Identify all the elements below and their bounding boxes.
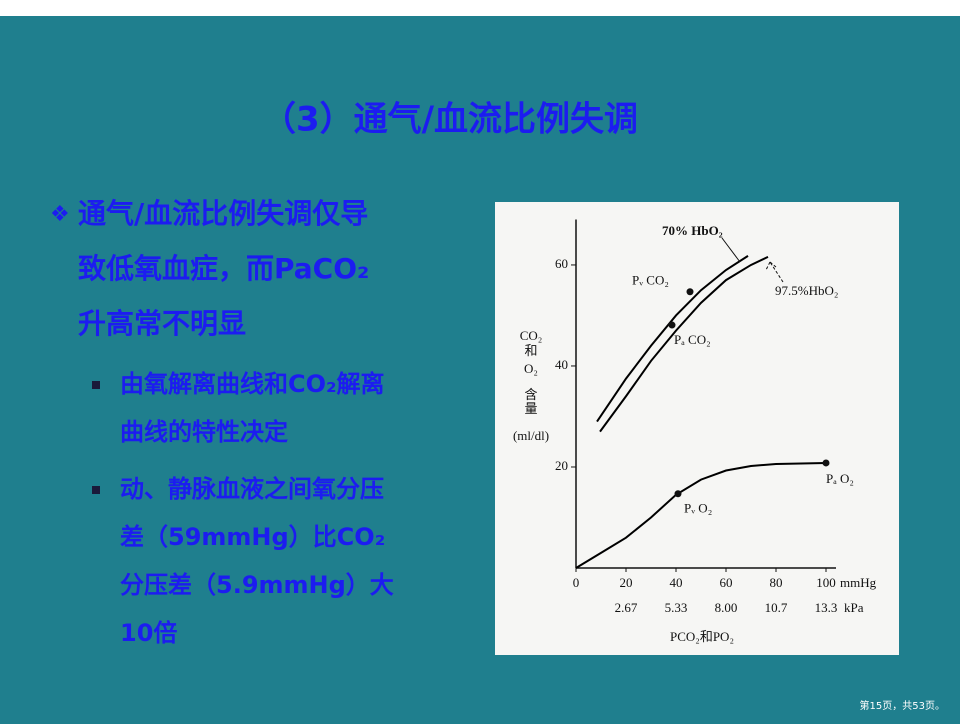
x-tick-label: 80 xyxy=(770,575,783,590)
x-tick-label: 60 xyxy=(720,575,733,590)
x-tick-label: 40 xyxy=(670,575,683,590)
kpa-unit: kPa xyxy=(844,600,864,615)
y-axis-label: 含 xyxy=(524,387,537,402)
y-tick-label: 60 xyxy=(555,256,568,271)
figure-box xyxy=(495,202,899,655)
annotation: 70% HbO₂ xyxy=(662,223,723,238)
kpa-label: 2.67 xyxy=(615,600,638,615)
data-point xyxy=(668,321,676,329)
y-axis-label: 量 xyxy=(524,401,537,416)
curve xyxy=(596,255,749,423)
kpa-label: 8.00 xyxy=(715,600,738,615)
x-tick-label: 0 xyxy=(573,575,580,590)
sub-bullet-text: 曲线的特性决定 xyxy=(120,418,288,446)
data-point xyxy=(674,490,682,498)
y-axis-label: (ml/dl) xyxy=(513,428,549,443)
annotation-arrow xyxy=(721,237,741,263)
sub-bullet-text: 动、静脉血液之间氧分压 xyxy=(120,475,384,503)
y-axis-label: O₂ xyxy=(524,361,538,376)
kpa-label: 5.33 xyxy=(665,600,688,615)
point-label: Pₐ O₂ xyxy=(826,471,854,486)
point-label: Pₐ CO₂ xyxy=(674,332,711,347)
bullet-text: 通气/血流比例失调仅导 xyxy=(78,197,368,230)
curve xyxy=(599,255,769,433)
y-axis-label: 和 xyxy=(524,343,537,358)
sub-bullet-icon xyxy=(92,486,100,494)
sub-bullet-text: 由氧解离曲线和CO₂解离 xyxy=(120,370,385,398)
sub-bullet-icon xyxy=(92,381,100,389)
x-tick-label: 20 xyxy=(620,575,633,590)
kpa-label: 13.3 xyxy=(815,600,838,615)
slide-title: （3）通气/血流比例失调 xyxy=(262,100,638,140)
sub-bullet-text: 分压差（5.9mmHg）大 xyxy=(120,571,394,599)
data-point xyxy=(822,459,830,467)
bullet-text: 升高常不明显 xyxy=(78,307,246,340)
kpa-label: 10.7 xyxy=(765,600,788,615)
y-tick-label: 20 xyxy=(555,458,568,473)
top-strip xyxy=(0,0,960,16)
annotation: 97.5%HbO₂ xyxy=(775,283,838,298)
sub-bullet-text: 差（59mmHg）比CO₂ xyxy=(120,523,385,551)
bullet-icon: ❖ xyxy=(50,202,70,227)
bullet-text: 致低氧血症，而PaCO₂ xyxy=(78,252,369,285)
point-label: Pᵥ CO₂ xyxy=(632,273,669,288)
data-point xyxy=(686,288,694,296)
y-axis-label: CO₂ xyxy=(520,328,543,343)
x-tick-label: 100 xyxy=(816,575,836,590)
annotation-arrow xyxy=(765,261,784,283)
y-tick-label: 40 xyxy=(555,357,568,372)
x-axis-label: PCO₂和PO₂ xyxy=(670,629,734,644)
point-label: Pᵥ O₂ xyxy=(684,501,712,516)
curve xyxy=(575,461,827,569)
x-unit: mmHg xyxy=(840,575,877,590)
footer: 第15页，共53页。 xyxy=(860,699,945,712)
sub-bullet-text: 10倍 xyxy=(120,619,177,647)
